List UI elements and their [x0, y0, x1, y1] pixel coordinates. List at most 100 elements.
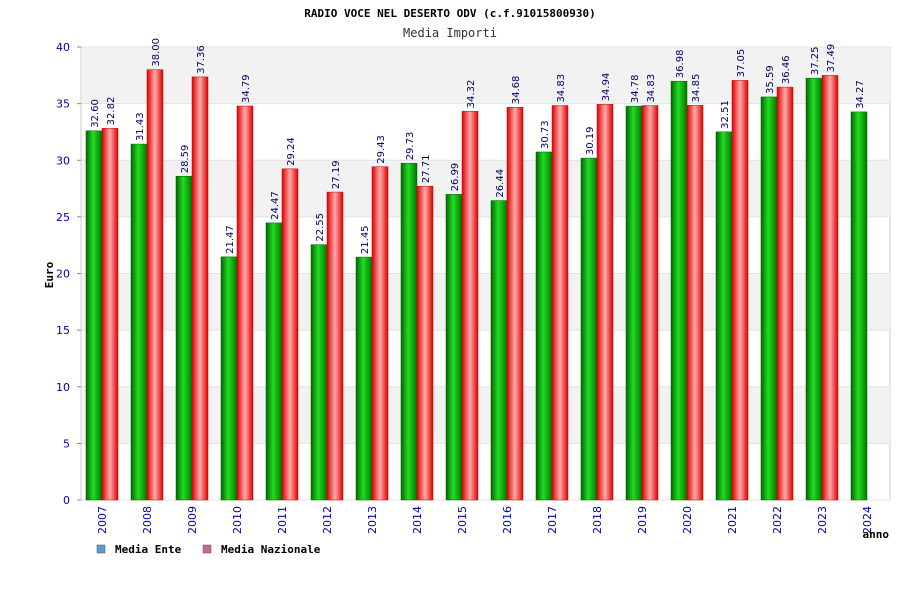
x-tick-label: 2022: [771, 506, 784, 534]
chart-title: RADIO VOCE NEL DESERTO ODV (c.f.91015800…: [304, 7, 595, 20]
data-label: 34.94: [601, 73, 612, 102]
plot-background: [80, 46, 891, 501]
data-label: 30.73: [540, 120, 551, 149]
bar-media-ente-2013: [355, 256, 373, 501]
data-label: 34.83: [646, 74, 657, 103]
y-tick-label: 5: [63, 437, 70, 450]
data-label: 34.78: [630, 74, 641, 103]
bar-media-nazionale-2007: [101, 128, 119, 501]
bar-media-ente-2007: [85, 130, 103, 501]
legend-swatch: [202, 544, 212, 554]
data-labels: 32.60 32.82 31.43 38.00 28.59 37.36 21.47 34.79…: [90, 38, 866, 254]
data-label: 27.71: [421, 155, 432, 184]
bar-media-nazionale-2018: [596, 104, 614, 501]
bar-media-nazionale-2014: [416, 185, 434, 501]
y-tick-label: 40: [56, 41, 70, 54]
y-tick-label: 25: [56, 211, 70, 224]
data-label: 36.46: [781, 55, 792, 84]
bar-media-ente-2020: [670, 80, 688, 501]
x-tick-label: 2008: [141, 506, 154, 534]
bar-media-nazionale-2012: [326, 191, 344, 501]
bar-media-nazionale-2011: [281, 168, 299, 501]
bar-media-ente-2024: [850, 111, 868, 501]
bar-media-ente-2012: [310, 244, 328, 501]
bar-media-ente-2017: [535, 151, 553, 501]
bar-media-ente-2008: [130, 143, 148, 501]
bar-media-nazionale-2022: [776, 86, 794, 501]
data-label: 35.59: [765, 65, 776, 94]
y-tick-label: 35: [56, 98, 70, 111]
bar-media-ente-2011: [265, 222, 283, 501]
data-label: 27.19: [331, 160, 342, 189]
data-label: 37.25: [810, 47, 821, 76]
bar-media-nazionale-2010: [236, 105, 254, 501]
data-label: 32.60: [90, 99, 101, 128]
y-tick-label: 10: [56, 381, 70, 394]
x-tick-label: 2011: [276, 506, 289, 534]
data-label: 37.36: [196, 45, 207, 74]
data-label: 29.43: [376, 135, 387, 164]
bar-media-ente-2023: [805, 77, 823, 501]
bar-media-nazionale-2020: [686, 105, 704, 501]
y-tick-label: 30: [56, 154, 70, 167]
bars: [85, 69, 868, 501]
data-label: 30.19: [585, 126, 596, 155]
data-label: 34.32: [466, 80, 477, 109]
bar-media-nazionale-2016: [506, 106, 524, 501]
data-label: 32.82: [106, 97, 117, 126]
data-label: 34.83: [556, 74, 567, 103]
x-tick-label: 2009: [186, 506, 199, 534]
data-label: 34.68: [511, 76, 522, 105]
bar-media-nazionale-2015: [461, 111, 479, 501]
x-tick-label: 2016: [501, 506, 514, 534]
x-tick-label: 2018: [591, 506, 604, 534]
bar-media-nazionale-2008: [146, 69, 164, 501]
legend-label: Media Nazionale: [221, 543, 321, 556]
bar-media-ente-2018: [580, 157, 598, 501]
grid-band: [82, 47, 890, 104]
data-label: 21.45: [360, 225, 371, 254]
data-label: 29.24: [286, 137, 297, 166]
data-label: 28.59: [180, 145, 191, 174]
data-label: 31.43: [135, 112, 146, 141]
bar-media-ente-2014: [400, 163, 418, 501]
bar-media-nazionale-2023: [821, 75, 839, 501]
x-axis: 2007 2008 2009 2010 2011 2012 2013 2014 2015 2016…: [96, 506, 874, 534]
x-tick-label: 2012: [321, 506, 334, 534]
y-tick-label: 0: [63, 494, 70, 507]
legend: Media Ente Media Nazionale: [96, 543, 321, 556]
data-label: 37.05: [736, 49, 747, 78]
data-label: 24.47: [270, 191, 281, 220]
x-tick-label: 2013: [366, 506, 379, 534]
data-label: 21.47: [225, 225, 236, 254]
bar-media-ente-2009: [175, 175, 193, 501]
x-tick-label: 2007: [96, 506, 109, 534]
data-label: 32.51: [720, 100, 731, 129]
chart-subtitle: Media Importi: [403, 26, 497, 40]
bar-media-ente-2016: [490, 200, 508, 501]
bar-media-nazionale-2017: [551, 105, 569, 501]
data-label: 34.85: [691, 74, 702, 103]
bar-media-nazionale-2009: [191, 76, 209, 501]
x-tick-label: 2021: [726, 506, 739, 534]
x-tick-label: 2017: [546, 506, 559, 534]
x-tick-label: 2024: [861, 506, 874, 534]
grid-band: [82, 160, 890, 217]
y-axis-label: Euro: [43, 261, 56, 288]
y-tick-label: 20: [56, 268, 70, 281]
bar-media-nazionale-2019: [641, 105, 659, 501]
bar-media-ente-2022: [760, 96, 778, 501]
legend-swatch: [96, 544, 106, 554]
y-axis: 0 5 10 15 20 25 30 35 40: [56, 41, 82, 507]
data-label: 36.98: [675, 50, 686, 79]
data-label: 34.27: [855, 80, 866, 109]
bar-media-ente-2015: [445, 194, 463, 501]
y-tick-label: 15: [56, 324, 70, 337]
x-tick-label: 2023: [816, 506, 829, 534]
bar-media-ente-2019: [625, 105, 643, 501]
x-axis-label: anno: [863, 528, 890, 541]
bar-media-ente-2010: [220, 256, 238, 501]
x-tick-label: 2020: [681, 506, 694, 534]
data-label: 38.00: [151, 38, 162, 67]
data-label: 37.49: [826, 44, 837, 73]
